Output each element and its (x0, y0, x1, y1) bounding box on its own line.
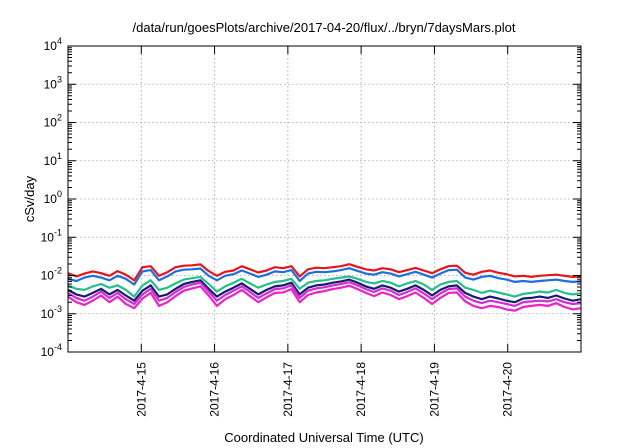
x-tick-label: 2017-4-15 (134, 362, 148, 417)
y-tick-label: 10-4 (41, 342, 62, 359)
series-line-4 (67, 278, 582, 304)
y-tick-label: 10-3 (41, 304, 62, 321)
y-tick-label: 100 (44, 189, 62, 206)
x-axis-label: Coordinated Universal Time (UTC) (224, 430, 423, 445)
tick-layer (68, 45, 581, 353)
y-axis-label: cSv/day (22, 175, 37, 222)
x-tick-label: 2017-4-17 (281, 362, 295, 417)
x-tick-label: 2017-4-20 (501, 362, 515, 417)
series-line-6 (67, 284, 582, 312)
series-line-3 (67, 275, 582, 298)
y-tick-label: 101 (44, 151, 62, 168)
y-tick-label: 10-2 (41, 266, 62, 283)
series-layer (67, 263, 582, 312)
y-tick-labels: 104 103 102 101 100 10-1 10-2 10-3 10-4 (41, 36, 62, 359)
y-tick-label: 102 (44, 113, 62, 130)
x-tick-label: 2017-4-16 (208, 362, 222, 417)
x-tick-label: 2017-4-18 (354, 362, 368, 417)
x-tick-labels: 2017-4-15 2017-4-16 2017-4-17 2017-4-18 2017… (134, 362, 514, 417)
series-line-1 (67, 263, 582, 282)
y-tick-label: 103 (44, 74, 62, 91)
series-line-5 (67, 281, 582, 307)
series-line-2 (67, 267, 582, 286)
y-tick-label: 10-1 (41, 227, 62, 244)
x-tick-label: 2017-4-19 (427, 362, 441, 417)
chart-title: /data/run/goesPlots/archive/2017-04-20/f… (133, 20, 516, 35)
y-tick-label: 104 (44, 36, 62, 53)
grid-layer (68, 46, 581, 352)
